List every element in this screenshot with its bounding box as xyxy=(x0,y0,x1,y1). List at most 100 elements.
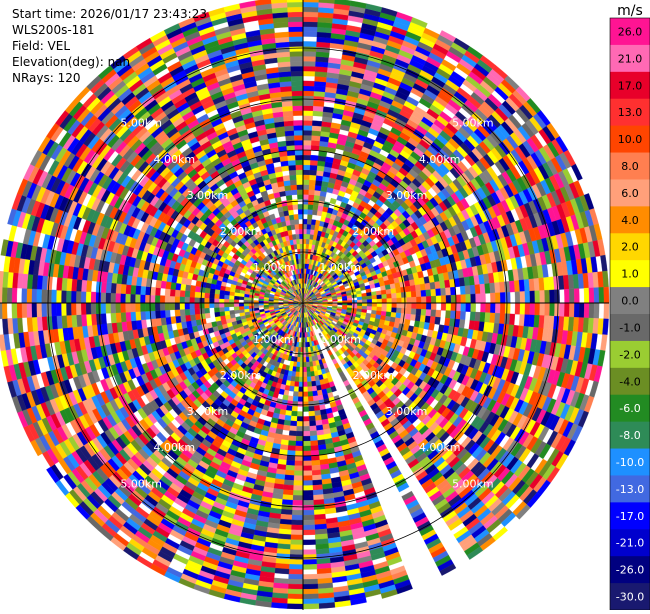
velocity-bin xyxy=(303,530,315,535)
velocity-bin xyxy=(505,303,510,314)
velocity-bin xyxy=(416,297,421,303)
velocity-bin xyxy=(535,291,540,303)
velocity-bin xyxy=(500,303,505,314)
velocity-bin xyxy=(295,352,298,357)
velocity-bin xyxy=(308,391,313,396)
velocity-bin xyxy=(282,499,293,505)
velocity-bin xyxy=(569,289,574,303)
velocity-bin xyxy=(470,312,476,321)
velocity-bin xyxy=(445,310,451,318)
velocity-bin xyxy=(312,121,322,127)
velocity-bin xyxy=(545,303,550,316)
velocity-bin xyxy=(386,289,391,294)
velocity-bin xyxy=(504,281,510,292)
velocity-bin xyxy=(303,485,313,490)
velocity-bin xyxy=(293,485,303,490)
velocity-bin xyxy=(446,295,451,303)
velocity-bin xyxy=(290,361,294,366)
velocity-bin xyxy=(599,287,604,303)
velocity-bin xyxy=(520,303,525,315)
velocity-bin xyxy=(303,32,317,37)
velocity-bin xyxy=(303,431,310,436)
velocity-bin xyxy=(314,190,320,196)
velocity-bin xyxy=(303,27,317,32)
velocity-bin xyxy=(281,509,292,515)
velocity-bin xyxy=(426,303,431,310)
velocity-bin xyxy=(290,421,297,426)
velocity-bin xyxy=(294,466,303,471)
velocity-bin xyxy=(303,377,307,382)
velocity-bin xyxy=(303,66,315,71)
velocity-bin xyxy=(312,465,321,471)
velocity-bin xyxy=(600,334,607,350)
velocity-bin xyxy=(290,554,303,559)
velocity-bin xyxy=(285,465,294,471)
velocity-bin xyxy=(367,299,372,303)
velocity-bin xyxy=(357,297,362,300)
velocity-bin xyxy=(305,347,308,352)
velocity-bin xyxy=(515,292,520,303)
velocity-bin xyxy=(314,504,325,510)
velocity-bin xyxy=(303,510,314,515)
velocity-bin xyxy=(291,520,303,525)
velocity-bin xyxy=(589,288,594,303)
velocity-bin xyxy=(310,445,318,451)
velocity-bin xyxy=(303,175,310,180)
velocity-bin xyxy=(303,170,310,175)
velocity-bin xyxy=(303,505,314,510)
velocity-bin xyxy=(367,306,372,310)
velocity-bin xyxy=(471,294,476,303)
velocity-bin xyxy=(407,303,412,309)
velocity-bin xyxy=(314,91,325,97)
velocity-bin xyxy=(386,307,391,312)
velocity-bin xyxy=(299,372,303,377)
velocity-bin xyxy=(303,150,311,155)
velocity-bin xyxy=(311,140,320,146)
velocity-bin xyxy=(303,490,313,495)
velocity-bin xyxy=(571,164,582,180)
velocity-bin xyxy=(594,303,599,319)
velocity-bin xyxy=(303,589,318,594)
velocity-bin xyxy=(303,46,316,51)
velocity-bin xyxy=(308,401,314,406)
velocity-bin xyxy=(600,255,607,271)
velocity-bin xyxy=(431,303,436,310)
velocity-bin xyxy=(392,303,397,308)
velocity-bin xyxy=(396,308,401,313)
velocity-bin xyxy=(564,303,569,317)
velocity-bin xyxy=(303,456,311,461)
velocity-bin xyxy=(290,549,303,554)
velocity-bin xyxy=(305,342,308,347)
velocity-bin xyxy=(436,296,441,303)
velocity-bin xyxy=(475,284,481,294)
velocity-bin xyxy=(313,494,324,500)
velocity-bin xyxy=(303,367,307,372)
velocity-bin xyxy=(381,290,386,295)
velocity-bin xyxy=(303,106,313,111)
velocity-bin xyxy=(461,294,466,303)
velocity-bin xyxy=(313,200,319,206)
velocity-bin xyxy=(405,314,411,320)
velocity-bin xyxy=(303,135,312,140)
velocity-bin xyxy=(295,372,299,377)
velocity-bin xyxy=(314,509,325,515)
velocity-bin xyxy=(400,287,406,293)
velocity-bin xyxy=(296,431,303,436)
velocity-bin xyxy=(292,505,303,510)
velocity-bin xyxy=(303,397,308,402)
velocity-bin xyxy=(312,210,317,216)
velocity-bin xyxy=(312,480,322,486)
velocity-bin xyxy=(303,145,311,150)
velocity-bin xyxy=(292,401,298,406)
velocity-bin xyxy=(303,500,314,505)
velocity-bin xyxy=(475,312,481,322)
velocity-bin xyxy=(367,303,372,307)
velocity-bin xyxy=(352,295,357,298)
velocity-bin xyxy=(382,294,387,299)
velocity-bin xyxy=(332,299,337,301)
velocity-bin xyxy=(451,303,456,311)
velocity-bin xyxy=(287,400,293,406)
velocity-bin xyxy=(485,303,490,313)
velocity-bin xyxy=(421,303,426,309)
velocity-bin xyxy=(303,199,308,204)
